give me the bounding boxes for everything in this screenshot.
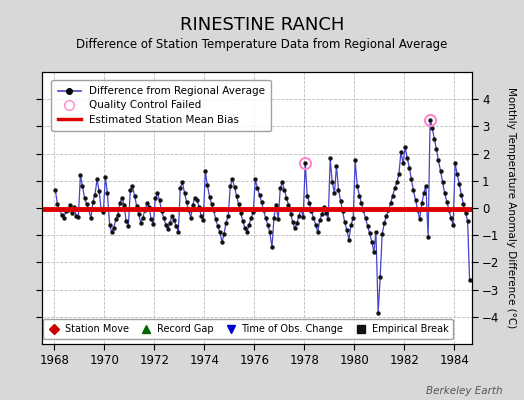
Text: Berkeley Earth: Berkeley Earth (427, 386, 503, 396)
Legend: Station Move, Record Gap, Time of Obs. Change, Empirical Break: Station Move, Record Gap, Time of Obs. C… (43, 320, 453, 339)
Text: RINESTINE RANCH: RINESTINE RANCH (180, 16, 344, 34)
Y-axis label: Monthly Temperature Anomaly Difference (°C): Monthly Temperature Anomaly Difference (… (506, 87, 516, 329)
Text: Difference of Station Temperature Data from Regional Average: Difference of Station Temperature Data f… (77, 38, 447, 51)
